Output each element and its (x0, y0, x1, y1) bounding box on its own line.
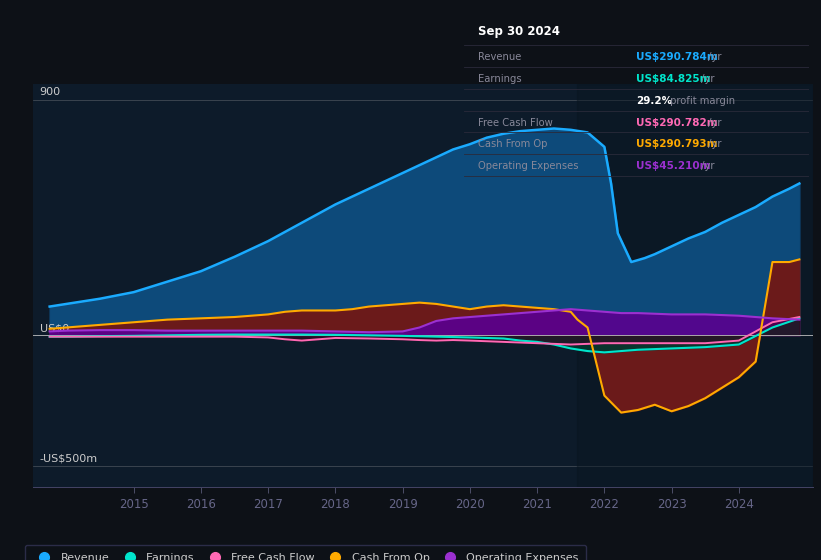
Text: 900: 900 (39, 87, 61, 97)
Text: US$84.825m: US$84.825m (636, 74, 711, 84)
Text: US$290.793m: US$290.793m (636, 139, 718, 150)
Text: Revenue: Revenue (478, 52, 521, 62)
Text: /yr: /yr (704, 118, 721, 128)
Legend: Revenue, Earnings, Free Cash Flow, Cash From Op, Operating Expenses: Revenue, Earnings, Free Cash Flow, Cash … (25, 545, 586, 560)
Text: -US$500m: -US$500m (39, 454, 98, 464)
Text: Cash From Op: Cash From Op (478, 139, 547, 150)
Text: Sep 30 2024: Sep 30 2024 (478, 25, 560, 38)
Bar (577, 84, 813, 487)
Text: US$45.210m: US$45.210m (636, 161, 711, 171)
Text: profit margin: profit margin (667, 96, 736, 106)
Text: US$0: US$0 (39, 323, 69, 333)
Text: US$290.782m: US$290.782m (636, 118, 718, 128)
Text: /yr: /yr (704, 139, 721, 150)
Text: /yr: /yr (699, 161, 715, 171)
Text: US$290.784m: US$290.784m (636, 52, 718, 62)
Text: Earnings: Earnings (478, 74, 521, 84)
Text: Operating Expenses: Operating Expenses (478, 161, 578, 171)
Text: /yr: /yr (699, 74, 715, 84)
Text: Free Cash Flow: Free Cash Flow (478, 118, 553, 128)
Text: 29.2%: 29.2% (636, 96, 672, 106)
Text: /yr: /yr (704, 52, 721, 62)
